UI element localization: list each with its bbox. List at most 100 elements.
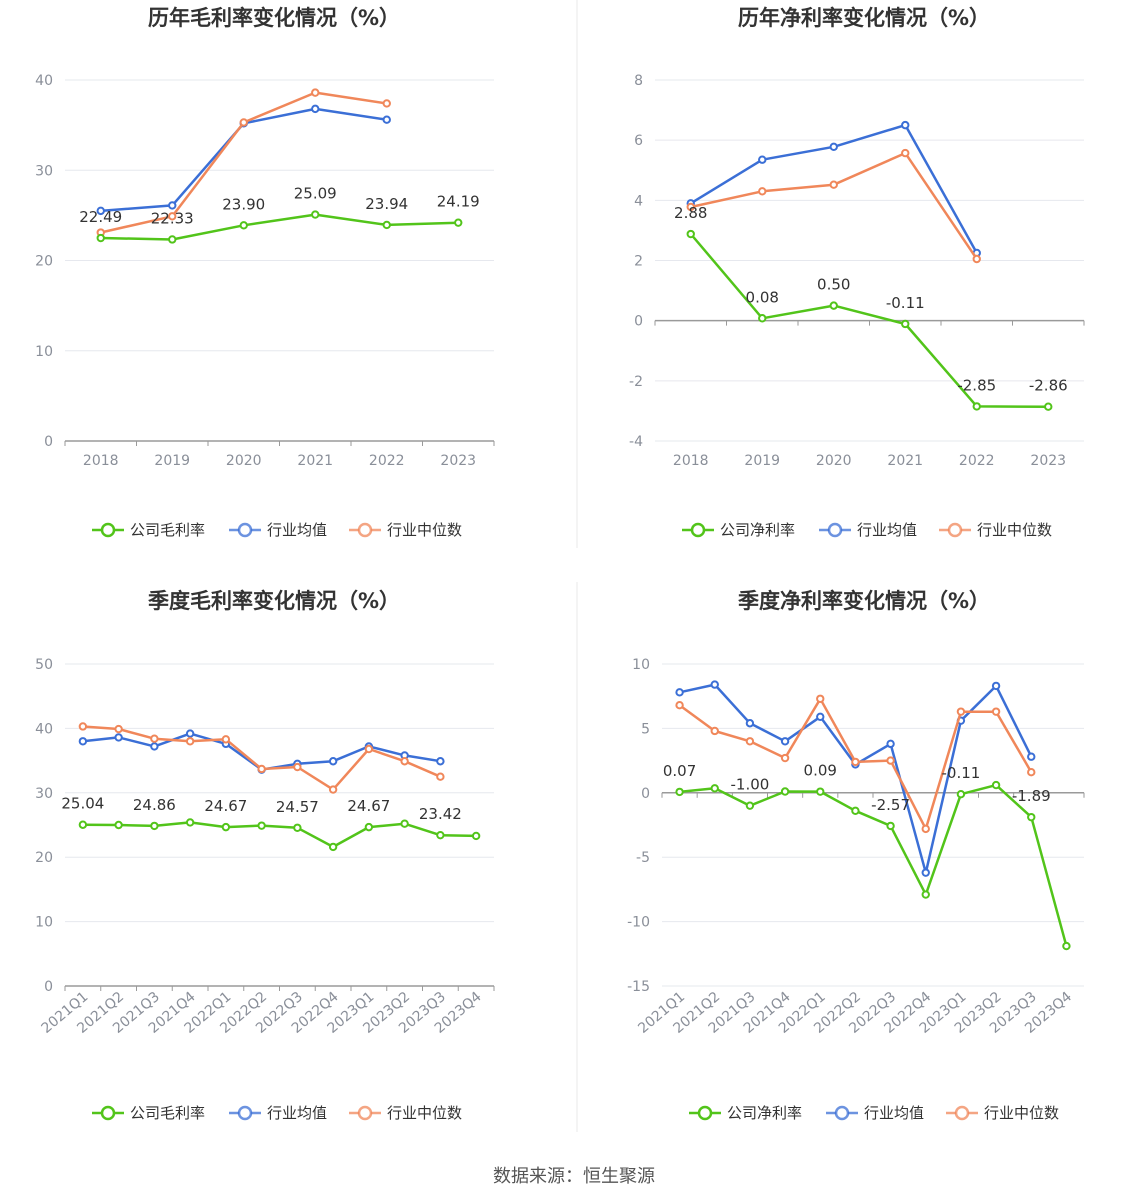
data-point-company[interactable] [780,787,790,796]
data-point-median[interactable] [851,757,860,767]
data-point-company[interactable] [257,821,266,830]
data-point-median[interactable] [956,707,966,716]
legend-item-company[interactable]: 公司毛利率 [92,521,205,539]
legend-item-median[interactable]: 行业中位数 [939,521,1052,539]
data-point-median[interactable] [168,212,177,221]
data-point-median[interactable] [78,722,88,731]
data-point-median[interactable] [686,202,695,212]
data-point-company[interactable] [364,822,374,832]
data-point-avg[interactable] [168,201,177,210]
data-point-avg[interactable] [921,868,930,877]
data-point-median[interactable] [710,726,719,736]
data-point-avg[interactable] [710,680,719,689]
data-point-median[interactable] [436,772,445,781]
legend-item-median[interactable]: 行业中位数 [349,1104,462,1122]
data-point-company[interactable] [758,314,767,323]
data-point-median[interactable] [829,180,838,189]
data-point-company[interactable] [311,210,320,219]
data-point-median[interactable] [991,707,1001,716]
data-point-company[interactable] [901,319,910,329]
legend-item-avg[interactable]: 行业均值 [229,521,327,539]
data-point-avg[interactable] [150,742,159,751]
data-point-median[interactable] [382,99,391,108]
data-point-avg[interactable] [758,155,767,164]
data-point-company[interactable] [972,402,981,411]
data-point-company[interactable] [185,818,195,827]
data-point-median[interactable] [758,187,767,196]
data-point-avg[interactable] [991,681,1001,691]
data-point-median[interactable] [675,701,684,710]
data-point-company[interactable] [400,819,409,828]
data-point-company[interactable] [710,784,719,793]
data-point-company[interactable] [471,831,481,841]
legend-item-company[interactable]: 公司净利率 [689,1104,802,1122]
data-point-company[interactable] [816,787,825,796]
data-point-median[interactable] [886,756,895,765]
data-point-company[interactable] [96,233,105,243]
data-point-median[interactable] [221,735,231,744]
data-point-median[interactable] [921,824,930,834]
data-point-company[interactable] [436,830,445,840]
data-point-company[interactable] [956,790,966,799]
data-point-median[interactable] [400,757,409,766]
legend-item-company[interactable]: 公司毛利率 [92,1104,205,1122]
data-point-company[interactable] [150,821,159,831]
data-point-company[interactable] [328,842,338,852]
data-point-avg[interactable] [829,142,838,151]
data-point-median[interactable] [816,694,825,703]
data-point-company[interactable] [1027,812,1036,822]
legend-item-avg[interactable]: 行业均值 [826,1104,924,1122]
legend-item-median[interactable]: 行业中位数 [946,1104,1059,1122]
data-point-company[interactable] [382,220,391,230]
data-point-avg[interactable] [745,719,755,728]
legend-item-company[interactable]: 公司净利率 [682,521,795,539]
data-point-median[interactable] [311,88,320,97]
data-point-median[interactable] [1027,767,1036,777]
data-point-median[interactable] [185,737,195,746]
data-point-avg[interactable] [675,688,684,697]
data-point-company[interactable] [745,801,755,810]
data-point-median[interactable] [780,753,790,763]
data-point-avg[interactable] [78,737,88,746]
data-point-avg[interactable] [816,712,825,722]
data-point-avg[interactable] [328,757,338,766]
data-point-company[interactable] [78,820,88,829]
data-point-median[interactable] [972,254,981,264]
legend-item-avg[interactable]: 行业均值 [819,521,917,539]
data-point-company[interactable] [675,787,684,797]
data-point-avg[interactable] [901,120,910,130]
data-point-median[interactable] [114,724,123,734]
data-point-company[interactable] [454,218,463,227]
legend-item-median[interactable]: 行业中位数 [349,521,462,539]
data-point-company[interactable] [1044,402,1053,411]
data-point-median[interactable] [901,148,910,158]
data-point-median[interactable] [257,764,266,774]
data-point-median[interactable] [364,744,374,754]
data-point-avg[interactable] [96,206,105,216]
data-point-company[interactable] [293,823,302,832]
data-point-company[interactable] [686,229,695,239]
data-point-median[interactable] [328,785,338,794]
data-point-company[interactable] [921,890,930,899]
data-point-company[interactable] [886,821,895,831]
data-point-avg[interactable] [185,729,195,738]
data-point-median[interactable] [745,737,755,746]
data-point-company[interactable] [168,235,177,244]
data-point-company[interactable] [221,822,231,832]
data-point-company[interactable] [114,820,123,830]
data-point-avg[interactable] [780,737,790,746]
data-point-company[interactable] [829,301,838,310]
data-point-company[interactable] [851,806,860,816]
data-point-avg[interactable] [382,115,391,124]
data-point-median[interactable] [150,734,159,743]
data-point-avg[interactable] [311,104,320,114]
data-point-company[interactable] [1062,941,1071,951]
data-point-avg[interactable] [1027,752,1036,761]
data-point-company[interactable] [991,780,1001,790]
data-point-avg[interactable] [436,757,445,766]
data-point-avg[interactable] [886,739,895,749]
data-point-company[interactable] [239,221,248,230]
data-point-median[interactable] [239,118,248,127]
data-point-avg[interactable] [114,733,123,742]
legend-item-avg[interactable]: 行业均值 [229,1104,327,1122]
